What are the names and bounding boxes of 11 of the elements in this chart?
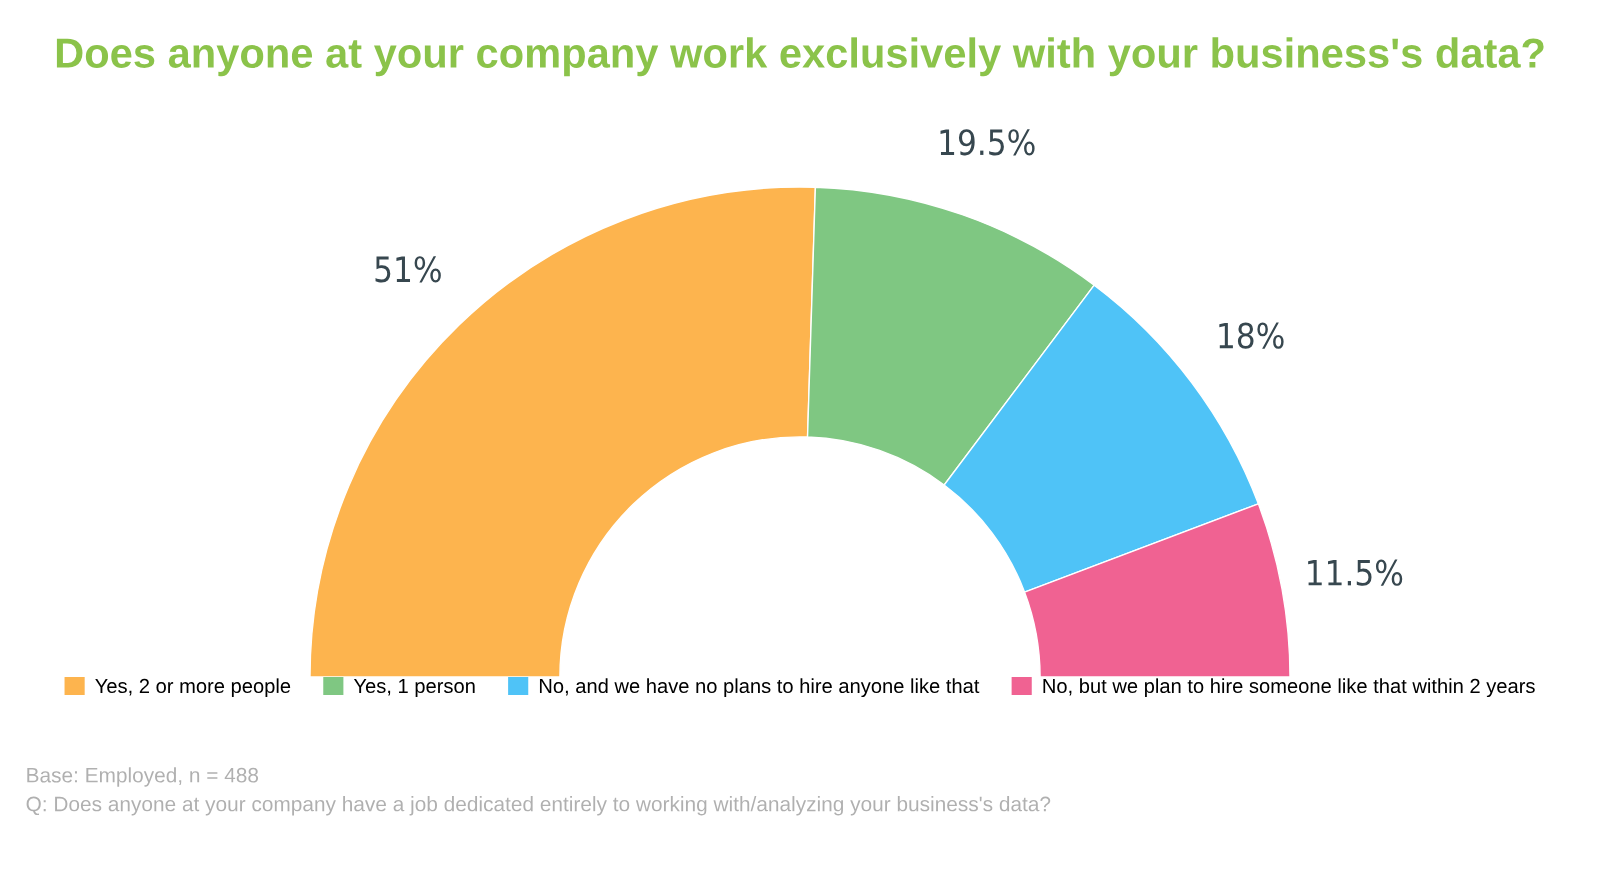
data-label: 19.5% (940, 129, 1035, 156)
legend-label: Yes, 1 person (353, 679, 475, 698)
legend-label: No, but we plan to hire someone like that within 2 years (1043, 678, 1535, 698)
data-label: 51% (375, 256, 441, 283)
data-label: 18% (1219, 322, 1284, 349)
text: Q: Does anyone at your company have a job dedicated entirely to working with/analyzing your business's data? (26, 796, 1051, 816)
text: Base: Employed, n = 488 (27, 767, 259, 787)
legend-label: Yes, 2 or more people (95, 678, 291, 698)
chart-title: Does anyone at your company work exclusively with your business's data? (56, 37, 1544, 77)
data-label: 11.5% (1308, 559, 1403, 586)
legend-label: No, and we have no plans to hire anyone like that (539, 678, 980, 698)
